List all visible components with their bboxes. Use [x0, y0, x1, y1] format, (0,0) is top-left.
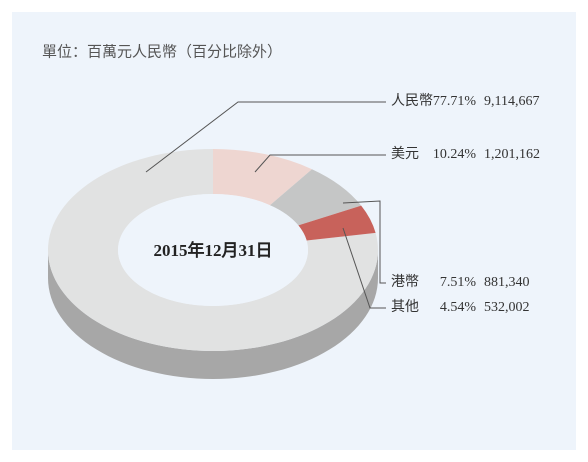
leader-line: [342, 200, 386, 284]
legend-label: 其他: [391, 299, 419, 315]
amount-label: 9,114,667: [484, 94, 539, 109]
percent-label: 10.24%: [433, 147, 477, 162]
legend-label: 港幣: [391, 274, 419, 290]
percent-label: 77.71%: [433, 94, 477, 109]
legend-label: 人民幣: [391, 93, 433, 109]
leader-line: [254, 154, 386, 173]
unit-note: 單位：百萬元人民幣（百分比除外）: [42, 43, 282, 61]
segment: [298, 205, 376, 241]
amount-label: 881,340: [484, 275, 530, 290]
leader-line: [342, 227, 386, 309]
legend-label: 美元: [391, 146, 419, 162]
segment-side: [48, 250, 378, 379]
center-label: 2015年12月31日: [154, 240, 273, 260]
donut-hole: [118, 194, 308, 306]
segment: [269, 169, 362, 226]
percent-label: 7.51%: [440, 275, 477, 290]
percent-label: 4.54%: [440, 300, 477, 315]
amount-label: 1,201,162: [484, 147, 540, 162]
leader-line: [145, 101, 386, 173]
amount-label: 532,002: [484, 300, 530, 315]
segment: [47, 149, 378, 351]
donut: [47, 149, 378, 379]
segment: [213, 149, 312, 206]
